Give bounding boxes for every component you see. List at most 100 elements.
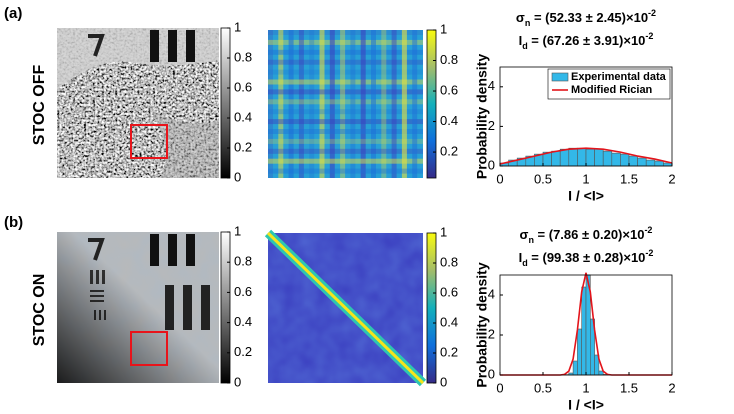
hist-bar	[581, 286, 587, 376]
y-axis-label: Probability density	[474, 262, 490, 387]
legend-label: Modified Rician	[571, 84, 653, 96]
hist-bar	[654, 160, 664, 167]
annotation: σn = (52.33 ± 2.45)×10-2	[516, 8, 656, 28]
texture	[268, 49, 423, 55]
x-tick-label: 1	[582, 171, 589, 186]
texture	[412, 30, 418, 178]
texture	[268, 109, 423, 115]
hist-bar	[645, 159, 656, 167]
colorbar-tick-label: 0.8	[440, 254, 458, 269]
texture	[268, 129, 423, 134]
annotation-part: d	[522, 41, 528, 51]
texture	[298, 30, 304, 178]
hist-bar	[585, 148, 595, 167]
colorbar-tick-label: 0.6	[234, 79, 252, 94]
colorbar-tick-label: 0	[234, 374, 241, 389]
colorbar-tick-label: 0.6	[440, 284, 458, 299]
texture	[268, 99, 423, 105]
annotation-part: σ	[516, 10, 525, 25]
colorbar	[220, 231, 231, 384]
colorbar	[426, 29, 437, 179]
colorbar-tick-label: 0.2	[440, 143, 458, 158]
colorbar	[220, 27, 231, 179]
texture	[340, 30, 346, 178]
annotation-part: -2	[648, 8, 656, 18]
annotation-part: -2	[644, 225, 652, 235]
colorbar-tick-label: 0.2	[440, 344, 458, 359]
colorbar-tick-label: 0.2	[234, 139, 252, 154]
annotation-part: n	[525, 18, 531, 28]
colorbar-tick-label: 1	[234, 223, 241, 238]
annotation-part: I	[519, 250, 523, 265]
colorbar-tick-label: 0	[234, 169, 241, 184]
texture	[381, 30, 387, 178]
hist-bar	[577, 328, 583, 376]
colorbar-tick-label: 1	[440, 21, 447, 36]
annotation: Id = (67.26 ± 3.91)×10-2	[519, 31, 654, 51]
colorbar-tick-label: 0.2	[234, 344, 252, 359]
texture	[268, 119, 423, 125]
colorbar-tick-label: 0.4	[234, 109, 252, 124]
texture	[329, 30, 335, 178]
texture	[268, 158, 423, 164]
colorbar-tick-label: 0.4	[234, 314, 252, 329]
colorbar-tick-label: 0.4	[440, 113, 458, 128]
y-tick-label: 2	[488, 326, 495, 341]
hist-bar	[572, 360, 578, 376]
hist-bar	[559, 148, 570, 167]
y-tick-label: 4	[488, 286, 495, 301]
texture	[309, 30, 315, 178]
legend-label: Experimental data	[571, 71, 667, 83]
x-tick-label: 0.5	[534, 380, 552, 395]
x-tick-label: 1.5	[620, 380, 638, 395]
colorbar-tick-label: 0	[440, 374, 447, 389]
speckle-image	[57, 28, 219, 178]
texture	[319, 30, 325, 178]
annotation-part: = (52.33 ± 2.45)×10	[530, 10, 648, 25]
x-axis-label: I / <I>	[568, 188, 604, 204]
colorbar-tick-label: 0.4	[440, 314, 458, 329]
fit-line	[499, 147, 673, 165]
row-title: STOC OFF	[31, 64, 48, 145]
colorbar-tick-label: 1	[234, 19, 241, 34]
hist-bar	[628, 155, 638, 167]
y-tick-label: 2	[488, 118, 495, 133]
texture	[391, 30, 397, 178]
texture	[288, 30, 294, 178]
annotation-part: -2	[645, 248, 653, 258]
hist-bar	[568, 147, 578, 167]
annotation-part: = (7.86 ± 0.20)×10	[534, 227, 645, 242]
hist-bar	[602, 150, 613, 167]
texture	[371, 30, 376, 178]
colorbar-tick-label: 0.8	[440, 52, 458, 67]
correlation-matrix	[264, 229, 427, 387]
texture	[268, 138, 423, 144]
annotation-part: I	[519, 33, 523, 48]
x-tick-label: 0	[496, 380, 503, 395]
texture	[401, 30, 407, 178]
texture	[350, 30, 356, 178]
texture	[268, 30, 273, 178]
y-axis-label: Probability density	[474, 54, 490, 179]
texture	[268, 89, 423, 95]
x-tick-label: 0	[496, 171, 503, 186]
panel-label: (a)	[4, 5, 22, 22]
hist-bar	[551, 150, 561, 167]
texture	[268, 148, 423, 154]
texture	[268, 168, 423, 174]
colorbar	[426, 232, 437, 384]
texture	[360, 30, 366, 178]
hist-bar	[577, 147, 587, 167]
x-tick-label: 2	[668, 171, 675, 186]
legend-swatch	[551, 72, 569, 82]
x-tick-label: 1.5	[620, 171, 638, 186]
x-tick-label: 0.5	[534, 171, 552, 186]
texture	[278, 30, 284, 178]
annotation-part: σ	[520, 227, 529, 242]
annotation: Id = (99.38 ± 0.28)×10-2	[519, 248, 654, 268]
row-title: STOC ON	[31, 274, 48, 347]
x-axis-label: I / <I>	[568, 397, 604, 413]
y-tick-label: 4	[488, 78, 495, 93]
fit-line	[500, 272, 672, 376]
